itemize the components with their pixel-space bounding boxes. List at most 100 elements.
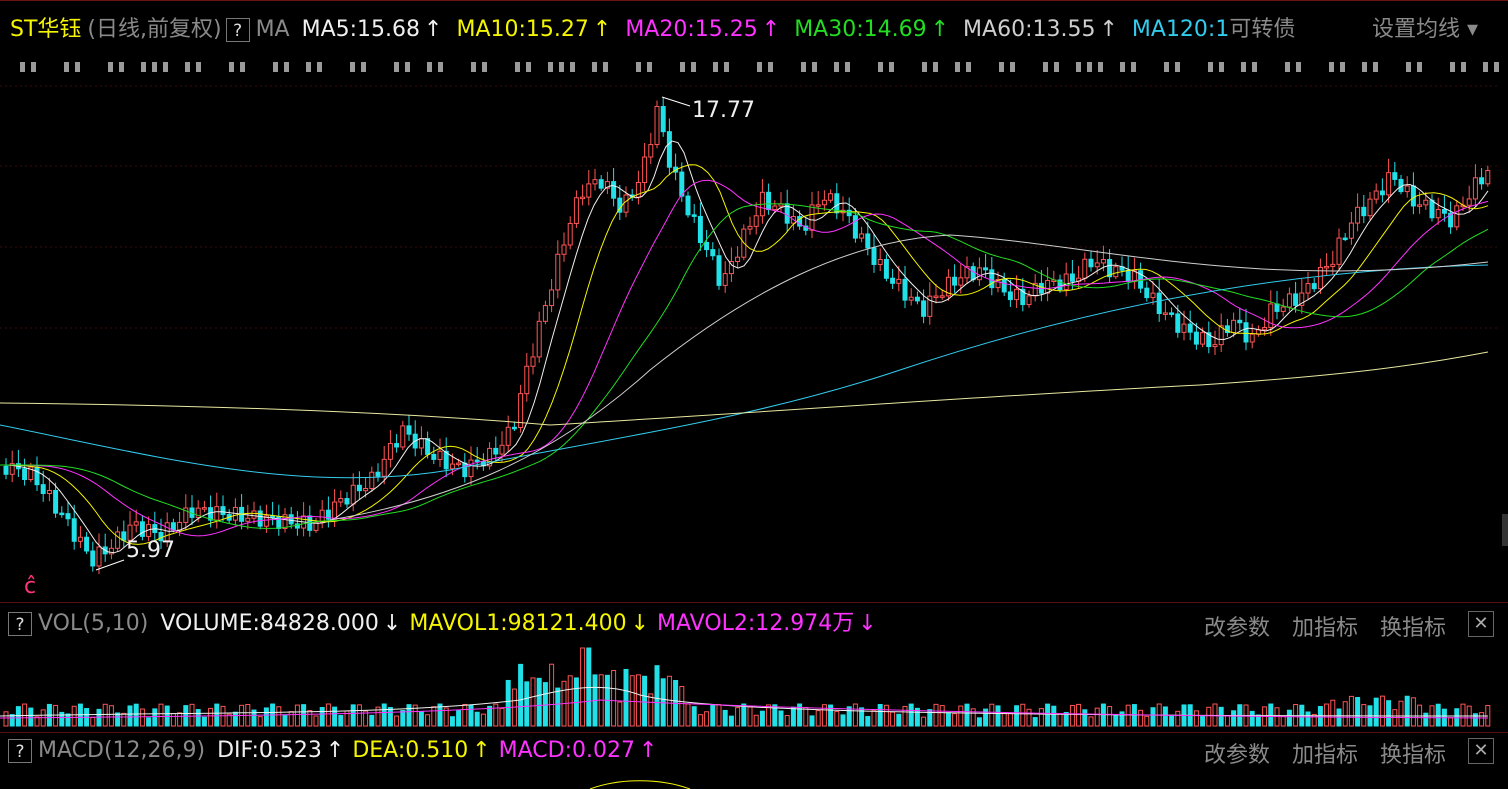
candle-body [34, 466, 40, 486]
volume-bar [59, 711, 65, 727]
volume-bar [834, 711, 840, 727]
candle-body [332, 501, 338, 520]
macd-switch-indicator-button[interactable]: 换指标 [1379, 743, 1446, 768]
macd-add-indicator-button[interactable]: 加指标 [1291, 743, 1358, 768]
candle-body [1342, 237, 1348, 241]
volume-bar [815, 710, 821, 727]
volume-bar [1231, 710, 1237, 727]
candle-body [1417, 204, 1423, 207]
volume-bar [1472, 713, 1478, 727]
volume-bar [1082, 709, 1088, 727]
candle-body [1280, 306, 1286, 312]
event-marker [724, 62, 729, 72]
volume-bar [1410, 697, 1416, 727]
volume-bar [635, 674, 641, 727]
macd-close-button[interactable]: ✕ [1468, 738, 1494, 764]
ma-arrow-4: ↑ [1099, 17, 1118, 42]
volume-bar [1001, 712, 1007, 727]
candle-body [666, 131, 672, 168]
candle-body [456, 462, 462, 466]
candle-body [1286, 293, 1292, 308]
volume-bar [976, 717, 982, 727]
candle-body [363, 487, 369, 492]
candle-body [425, 438, 431, 455]
candle-body [1410, 185, 1416, 207]
volume-bar [642, 675, 648, 727]
event-marker [427, 62, 432, 72]
volume-bar [697, 714, 703, 727]
event-marker [1087, 62, 1092, 72]
vol-change-params-button[interactable]: 改参数 [1203, 616, 1270, 641]
volume-bar [958, 705, 964, 727]
macd-help-button[interactable]: ? [8, 739, 32, 763]
vol-close-button[interactable]: ✕ [1468, 611, 1494, 637]
candle-body [561, 244, 567, 255]
volume-bar [784, 715, 790, 727]
candle-body [1231, 319, 1237, 334]
candle-body [1429, 199, 1435, 219]
high-price-label: 17.77 [692, 98, 755, 123]
volume-bar [282, 714, 288, 727]
event-marker [196, 62, 201, 72]
volume-bar [288, 711, 294, 727]
candle-body [964, 266, 970, 279]
candle-body [530, 356, 536, 367]
candle-body [921, 300, 927, 317]
volume-bar [474, 711, 480, 727]
vol-help-button[interactable]: ? [8, 612, 32, 636]
event-marker [966, 62, 971, 72]
candle-body [1082, 258, 1088, 279]
event-marker [64, 62, 69, 72]
candle-body [505, 426, 511, 446]
event-icon[interactable]: ĉ [24, 574, 37, 599]
low-pointer [95, 559, 125, 571]
dea-value: DEA:0.510 [352, 738, 469, 763]
candle-body [1448, 212, 1454, 228]
macd-change-params-button[interactable]: 改参数 [1203, 743, 1270, 768]
event-marker [1461, 62, 1466, 72]
candle-body [59, 512, 65, 516]
candle-body [1026, 295, 1032, 306]
vol-switch-indicator-button[interactable]: 换指标 [1379, 616, 1446, 641]
volume-bar [1193, 710, 1199, 727]
convertible-link[interactable]: 可转债 [1229, 17, 1296, 42]
event-marker [1131, 62, 1136, 72]
event-marker [1120, 62, 1125, 72]
candle-body [214, 506, 220, 521]
volume-bar [1057, 713, 1063, 727]
candle-body [580, 196, 586, 200]
volume-bar [747, 706, 753, 727]
candle-body [1107, 258, 1113, 278]
event-marker [31, 62, 36, 72]
volume-bar [648, 693, 654, 727]
volume-bar [728, 715, 734, 727]
volume-bar [338, 714, 344, 727]
volume-bar [462, 703, 468, 727]
candle-body [1299, 292, 1305, 306]
event-marker [141, 62, 146, 72]
settings-ma-button[interactable]: 设置均线 ▾ [1371, 17, 1478, 42]
volume-bar [865, 716, 871, 727]
volume-bar [1113, 714, 1119, 727]
event-marker [240, 62, 245, 72]
candle-body [9, 463, 15, 475]
candle-body [679, 171, 685, 197]
candle-body [183, 507, 189, 523]
high-pointer [661, 96, 691, 107]
event-marker [1054, 62, 1059, 72]
volume-bar [1280, 715, 1286, 727]
volume-bar [1119, 711, 1125, 727]
volume-bar [617, 701, 623, 727]
volume-bar [983, 708, 989, 727]
scrollbar-handle[interactable] [1502, 514, 1508, 546]
help-button[interactable]: ? [225, 18, 250, 42]
volume-bar [394, 715, 400, 727]
vol-header: ? VOL(5,10) VOLUME:84828.000 ↓ MAVOL1:98… [4, 610, 885, 638]
volume-bar [927, 709, 933, 727]
volume-bar [102, 703, 108, 727]
candle-body [772, 205, 778, 211]
volume-bar [542, 682, 548, 727]
vol-add-indicator-button[interactable]: 加指标 [1291, 616, 1358, 641]
candle-body [859, 233, 865, 239]
